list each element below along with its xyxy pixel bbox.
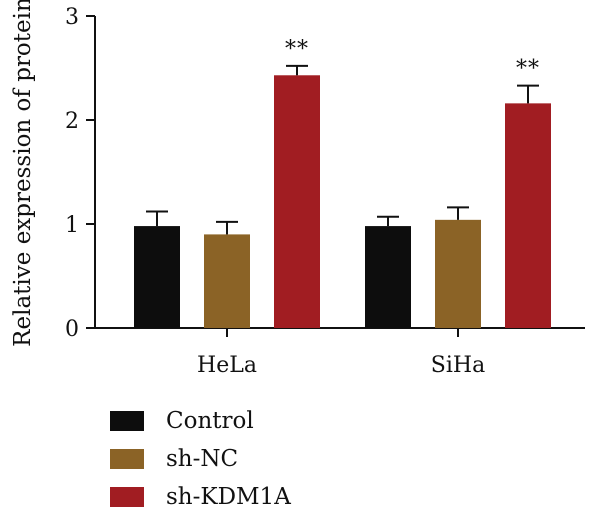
bar-chart: Relative expression of protein 0 1 2 3 HeLa S… bbox=[10, 0, 585, 378]
bar-hela-sh-kdm1a bbox=[274, 75, 320, 328]
legend-swatch-sh-kdm1a bbox=[110, 487, 144, 507]
legend-item-control: Control bbox=[110, 402, 291, 440]
legend: Control sh-NC sh-KDM1A bbox=[110, 402, 291, 516]
legend-label-control: Control bbox=[166, 408, 254, 434]
bars bbox=[134, 64, 551, 328]
bar-hela-control bbox=[134, 226, 180, 328]
y-tick-label: 1 bbox=[65, 213, 79, 238]
significance-hela: ** bbox=[285, 37, 309, 62]
legend-label-sh-nc: sh-NC bbox=[166, 446, 239, 472]
legend-item-sh-nc: sh-NC bbox=[110, 440, 291, 478]
legend-item-sh-kdm1a: sh-KDM1A bbox=[110, 478, 291, 516]
y-tick-label: 0 bbox=[65, 317, 79, 342]
x-tick-label-siha: SiHa bbox=[431, 353, 485, 378]
bar-siha-control bbox=[365, 226, 411, 328]
legend-swatch-sh-nc bbox=[110, 449, 144, 469]
bar-siha-sh-kdm1a bbox=[505, 103, 551, 328]
x-tick-label-hela: HeLa bbox=[197, 353, 257, 378]
y-axis-label: Relative expression of protein bbox=[10, 0, 36, 347]
y-tick-label: 3 bbox=[65, 5, 79, 30]
significance-siha: ** bbox=[516, 57, 540, 82]
y-tick-label: 2 bbox=[65, 109, 79, 134]
bar-hela-sh-nc bbox=[204, 234, 250, 328]
legend-label-sh-kdm1a: sh-KDM1A bbox=[166, 484, 291, 510]
legend-swatch-control bbox=[110, 411, 144, 431]
bar-siha-sh-nc bbox=[435, 219, 481, 328]
labels: 0 1 2 3 HeLa SiHa ** ** bbox=[65, 5, 540, 378]
